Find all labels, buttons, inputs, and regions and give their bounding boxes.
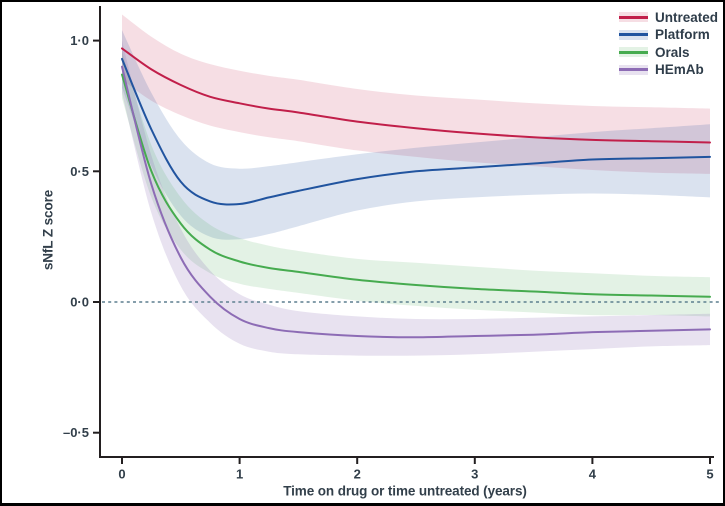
- tick-label: 4: [589, 467, 597, 482]
- tick-label: 0: [118, 467, 125, 482]
- legend-item-orals: Orals: [618, 44, 718, 61]
- legend-label-orals: Orals: [654, 44, 690, 60]
- untreated-line-icon: [618, 15, 648, 19]
- legend-swatch-untreated: [618, 12, 648, 23]
- tick-label: 3: [471, 467, 478, 482]
- legend-swatch-platform: [618, 29, 648, 40]
- tick-label: –0·5: [63, 425, 89, 440]
- tick-label: 2: [354, 467, 361, 482]
- legend-label-hemab: HEmAb: [654, 62, 704, 78]
- tick-label: 1·0: [70, 33, 89, 48]
- hemab-line-icon: [618, 68, 648, 72]
- platform-line-icon: [618, 33, 648, 37]
- legend-label-platform: Platform: [654, 27, 710, 43]
- legend-item-platform: Platform: [618, 27, 718, 44]
- legend-swatch-hemab: [618, 64, 648, 75]
- legend: Untreated Platform Orals HEmAb: [618, 9, 718, 79]
- tick-label: 0·0: [70, 295, 89, 310]
- y-axis-label: sNfL Z score: [40, 189, 56, 271]
- x-axis-label: Time on drug or time untreated (years): [283, 483, 527, 499]
- legend-swatch-orals: [618, 47, 648, 58]
- legend-label-untreated: Untreated: [654, 9, 718, 25]
- orals-line-icon: [618, 50, 648, 54]
- legend-item-untreated: Untreated: [618, 9, 718, 26]
- tick-label: 1: [236, 467, 243, 482]
- tick-label: 5: [706, 467, 713, 482]
- legend-item-hemab: HEmAb: [618, 62, 718, 79]
- tick-label: 0·5: [70, 164, 89, 179]
